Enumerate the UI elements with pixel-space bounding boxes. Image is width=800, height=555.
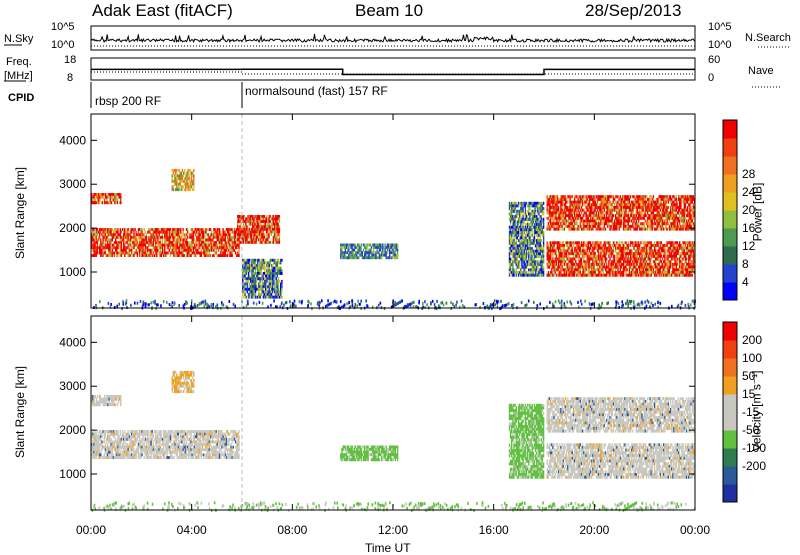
power-ytick-label-1: 2000 <box>59 221 86 235</box>
x-axis-label: Time UT <box>365 542 411 554</box>
velocity-ytick-label-1: 2000 <box>59 423 86 437</box>
power-feature-5 <box>340 244 398 260</box>
power-colorbar-swatch-8 <box>723 138 737 157</box>
power-colorbar-swatch-7 <box>723 156 737 175</box>
power-colorbar-tick-1: 8 <box>742 257 749 271</box>
power-feature-3 <box>237 215 280 244</box>
power-colorbar-swatch-5 <box>723 192 737 211</box>
cpid-rbsp: rbsp 200 RF <box>95 95 161 107</box>
nave-tick-low: 0 <box>708 73 714 84</box>
freq-tick-low: 8 <box>67 73 73 84</box>
power-ytick-label-0: 1000 <box>59 265 86 279</box>
nsky-tick-high: 10^5 <box>51 22 75 33</box>
freq-label-line1: Freq. <box>6 57 32 68</box>
power-ytick-label-2: 3000 <box>59 177 86 191</box>
power-ylabel: Slant Range [km] <box>14 167 26 259</box>
power-feature-1 <box>91 193 122 204</box>
x-tick-label-3: 12:00 <box>378 523 408 537</box>
x-tick-label-6: 00:00 <box>680 523 710 537</box>
cpid-normalsound: normalsound (fast) 157 RF <box>245 85 388 97</box>
power-colorbar-swatch-6 <box>723 174 737 193</box>
velocity-colorbar-tick-1: 100 <box>742 351 762 365</box>
power-colorbar-swatch-9 <box>723 120 737 139</box>
freq-tick-high: 18 <box>64 55 76 66</box>
velocity-ytick-label-3: 4000 <box>59 335 86 349</box>
cpid-label: CPID <box>8 93 34 104</box>
power-colorbar-label: Power [dB] <box>751 183 763 242</box>
nsky-tick-low: 10^0 <box>51 40 75 51</box>
power-feature-4 <box>242 259 283 299</box>
nsearch-tick-high: 10^5 <box>708 22 732 33</box>
velocity-colorbar-swatch-5 <box>723 394 737 413</box>
date-title: 28/Sep/2013 <box>585 2 681 19</box>
velocity-colorbar-label: Velocity [m s⁻¹] <box>751 370 763 451</box>
velocity-colorbar-swatch-8 <box>723 340 737 359</box>
nsearch-label: N.Search <box>745 33 791 44</box>
velocity-ylabel: Slant Range [km] <box>14 366 26 458</box>
power-colorbar-swatch-1 <box>723 264 737 283</box>
nave-tick-high: 60 <box>708 55 720 66</box>
velocity-ytick-label-2: 3000 <box>59 379 86 393</box>
beam-title: Beam 10 <box>355 2 423 19</box>
velocity-colorbar-swatch-0 <box>723 484 737 503</box>
freq-label-line2: [MHz] <box>4 71 33 82</box>
velocity-colorbar-swatch-3 <box>723 430 737 449</box>
x-tick-label-2: 08:00 <box>277 523 307 537</box>
power-colorbar-tick-6: 28 <box>742 167 756 181</box>
x-tick-label-1: 04:00 <box>177 523 207 537</box>
velocity-feature-6 <box>547 443 696 478</box>
x-tick-label-4: 16:00 <box>479 523 509 537</box>
power-colorbar-tick-0: 4 <box>742 275 749 289</box>
power-ytick-label-3: 4000 <box>59 133 86 147</box>
power-colorbar-swatch-2 <box>723 246 737 265</box>
nsky-line <box>91 34 695 42</box>
velocity-colorbar-swatch-7 <box>723 358 737 377</box>
velocity-colorbar-swatch-4 <box>723 412 737 431</box>
velocity-colorbar-swatch-1 <box>723 466 737 485</box>
velocity-ytick-label-0: 1000 <box>59 467 86 481</box>
nsky-label: N.Sky <box>4 34 33 45</box>
velocity-colorbar-swatch-9 <box>723 322 737 341</box>
power-colorbar-swatch-4 <box>723 210 737 229</box>
nsearch-tick-low: 10^0 <box>708 40 732 51</box>
velocity-colorbar-tick-7: -200 <box>742 459 766 473</box>
x-tick-label-0: 00:00 <box>76 523 106 537</box>
x-tick-label-5: 20:00 <box>579 523 609 537</box>
power-colorbar-swatch-0 <box>723 282 737 301</box>
velocity-colorbar-swatch-2 <box>723 448 737 467</box>
station-title: Adak East (fitACF) <box>92 2 233 19</box>
power-colorbar-swatch-3 <box>723 228 737 247</box>
velocity-colorbar-tick-0: 200 <box>742 333 762 347</box>
velocity-colorbar-swatch-6 <box>723 376 737 395</box>
nave-label: Nave <box>748 66 774 77</box>
